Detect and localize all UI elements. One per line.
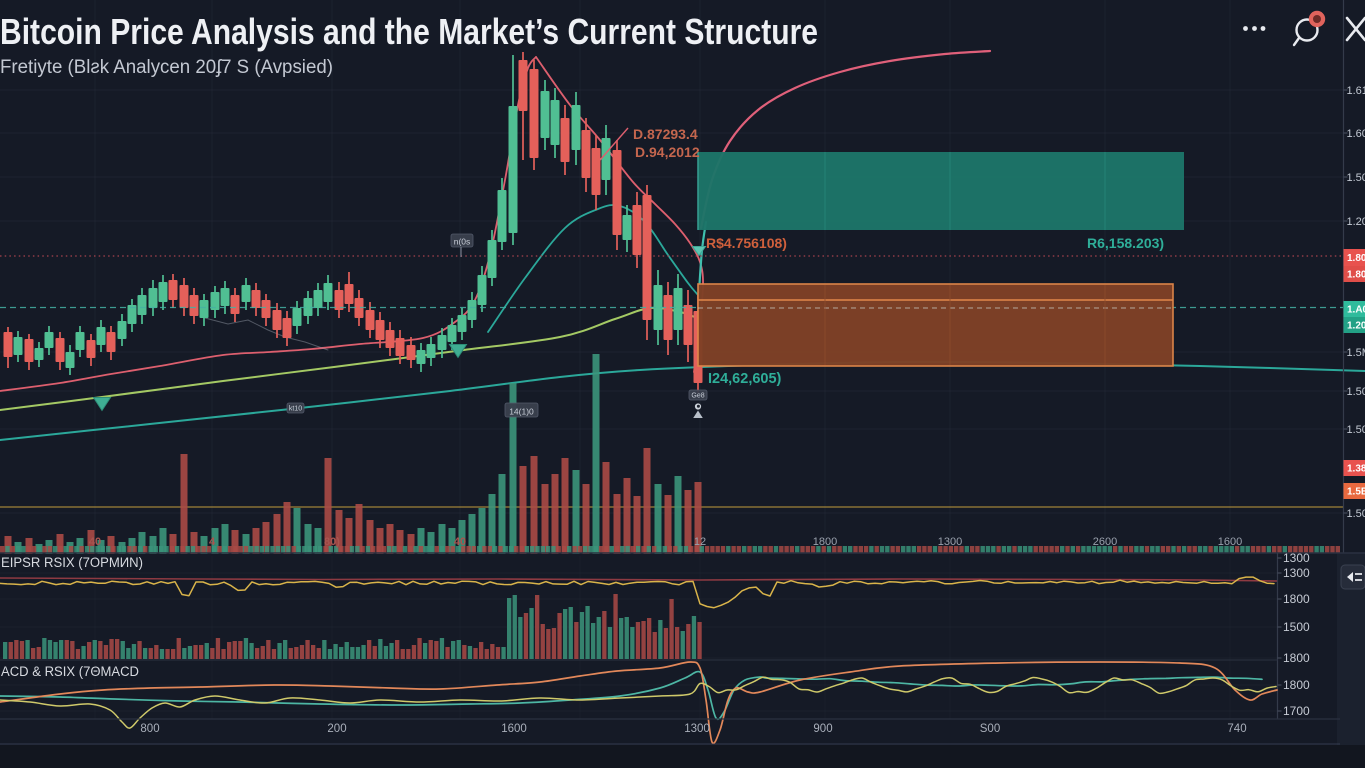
svg-text:1800: 1800 bbox=[813, 536, 837, 548]
svg-text:ACD & RSIX (7ΘMACD: ACD & RSIX (7ΘMACD bbox=[1, 664, 139, 679]
svg-text:1800: 1800 bbox=[1283, 592, 1310, 606]
svg-text:1.5B: 1.5B bbox=[1347, 487, 1365, 498]
svg-text:kt10: kt10 bbox=[289, 406, 302, 413]
svg-text:1700: 1700 bbox=[1283, 704, 1310, 718]
svg-text:1800: 1800 bbox=[1283, 651, 1310, 665]
svg-text:1.50: 1.50 bbox=[1347, 386, 1365, 398]
svg-text:R6,158.203): R6,158.203) bbox=[1087, 235, 1164, 251]
svg-text:1300: 1300 bbox=[684, 723, 710, 735]
svg-text:1600: 1600 bbox=[501, 723, 527, 735]
svg-text:1300: 1300 bbox=[938, 536, 962, 548]
svg-text:D.94,2012: D.94,2012 bbox=[635, 144, 700, 160]
svg-text:D.87293.4: D.87293.4 bbox=[633, 126, 698, 142]
svg-text:14(1)0: 14(1)0 bbox=[509, 407, 534, 417]
svg-text:1300: 1300 bbox=[1283, 551, 1310, 565]
svg-text:1.38: 1.38 bbox=[1347, 464, 1365, 475]
svg-text:1.50: 1.50 bbox=[1347, 172, 1365, 184]
svg-text:200: 200 bbox=[327, 723, 346, 735]
svg-text:740: 740 bbox=[1227, 723, 1246, 735]
svg-text:1.A0: 1.A0 bbox=[1347, 305, 1365, 316]
svg-text:40: 40 bbox=[454, 536, 466, 548]
svg-text:1.5M: 1.5M bbox=[1347, 347, 1365, 359]
svg-text:Fretiyte (Blƨk Analycen 20ʄ7 S: Fretiyte (Blƨk Analycen 20ʄ7 S (Avpsied) bbox=[0, 57, 333, 78]
svg-text:800: 800 bbox=[140, 723, 159, 735]
svg-text:Bitcoin Price Analysis and the: Bitcoin Price Analysis and the Market’s … bbox=[0, 11, 818, 52]
svg-text:40: 40 bbox=[89, 536, 101, 548]
svg-text:12: 12 bbox=[694, 536, 706, 548]
svg-text:1.80: 1.80 bbox=[1347, 270, 1365, 281]
svg-text:n(0s: n(0s bbox=[454, 237, 471, 247]
svg-text:EIPSR RSIX (7OPMИN): EIPSR RSIX (7OPMИN) bbox=[1, 555, 143, 570]
svg-text:1800: 1800 bbox=[1283, 678, 1310, 692]
svg-text:1.50: 1.50 bbox=[1347, 424, 1365, 436]
svg-text:900: 900 bbox=[813, 723, 832, 735]
svg-text:1300: 1300 bbox=[1283, 566, 1310, 580]
svg-text:S00: S00 bbox=[980, 723, 1000, 735]
svg-text:2600: 2600 bbox=[1093, 536, 1117, 548]
svg-text:80): 80) bbox=[324, 536, 340, 548]
svg-text:Ge8: Ge8 bbox=[691, 393, 704, 400]
svg-text:1600: 1600 bbox=[1218, 536, 1242, 548]
svg-text:1.60: 1.60 bbox=[1347, 128, 1365, 140]
svg-text:1.50: 1.50 bbox=[1347, 508, 1365, 520]
svg-text:R$4.756108): R$4.756108) bbox=[706, 235, 787, 251]
svg-text:1500: 1500 bbox=[1283, 620, 1310, 634]
svg-text:1.20: 1.20 bbox=[1347, 216, 1365, 228]
svg-text:4: 4 bbox=[209, 536, 216, 548]
svg-text:1.61: 1.61 bbox=[1347, 85, 1365, 97]
svg-text:1.20: 1.20 bbox=[1347, 321, 1365, 332]
svg-text:I24,62,605): I24,62,605) bbox=[708, 371, 782, 387]
svg-text:1.80: 1.80 bbox=[1347, 253, 1365, 264]
